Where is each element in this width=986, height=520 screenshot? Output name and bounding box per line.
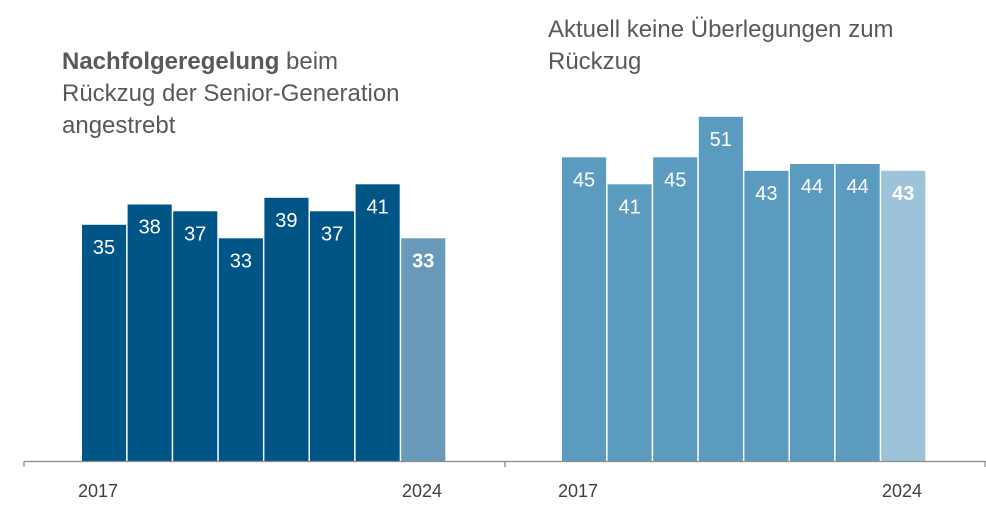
bar-value-label-right-2017: 45	[573, 169, 595, 191]
bar-value-label-left-2019: 37	[184, 223, 206, 245]
bar-left-2020	[218, 238, 263, 462]
bar-value-label-left-2022: 37	[321, 223, 343, 245]
bar-left-2022	[310, 211, 355, 462]
chart-left-title: Nachfolgeregelung beim Rückzug der Senio…	[62, 46, 422, 142]
bar-value-label-right-2023: 44	[846, 176, 868, 198]
bar-value-label-left-2021: 39	[275, 210, 297, 232]
bar-value-label-left-2017: 35	[93, 237, 115, 259]
bar-right-2017	[562, 157, 607, 462]
bar-right-2018	[607, 184, 652, 462]
x-tick-label-left-last: 2024	[402, 481, 442, 501]
chart-left-title-rest: beim Rückzug der Senior-Generation anges…	[62, 48, 400, 139]
bar-value-label-left-2018: 38	[139, 217, 161, 239]
bar-value-label-left-2024: 33	[412, 250, 434, 272]
bar-left-2018	[127, 204, 172, 461]
bar-left-2017	[82, 224, 127, 462]
bar-value-label-right-2019: 45	[664, 169, 686, 191]
bar-value-label-right-2018: 41	[618, 196, 640, 218]
bar-right-2024	[881, 170, 926, 462]
bar-value-label-right-2021: 43	[755, 183, 777, 205]
x-tick-label-right-first: 2017	[558, 481, 598, 501]
bar-left-2024	[401, 238, 446, 462]
bar-left-2019	[173, 211, 218, 462]
bar-value-label-left-2020: 33	[230, 250, 252, 272]
bar-value-label-left-2023: 41	[367, 196, 389, 218]
bar-left-2021	[264, 197, 309, 462]
bar-right-2021	[744, 170, 789, 462]
bar-right-2020	[698, 116, 743, 462]
chart-left-title-bold: Nachfolgeregelung	[62, 48, 280, 75]
x-tick-label-left-first: 2017	[78, 481, 118, 501]
bar-value-label-right-2024: 43	[892, 183, 914, 205]
bar-value-label-right-2022: 44	[801, 176, 823, 198]
chart-right-title: Aktuell keine Überlegungen zum Rückzug	[548, 16, 894, 75]
bar-right-2023	[835, 164, 880, 461]
bar-value-label-right-2020: 51	[710, 129, 732, 151]
bar-right-2022	[790, 164, 835, 461]
bar-left-2023	[355, 184, 400, 462]
bar-right-2019	[653, 157, 698, 462]
x-tick-label-right-last: 2024	[882, 481, 922, 501]
